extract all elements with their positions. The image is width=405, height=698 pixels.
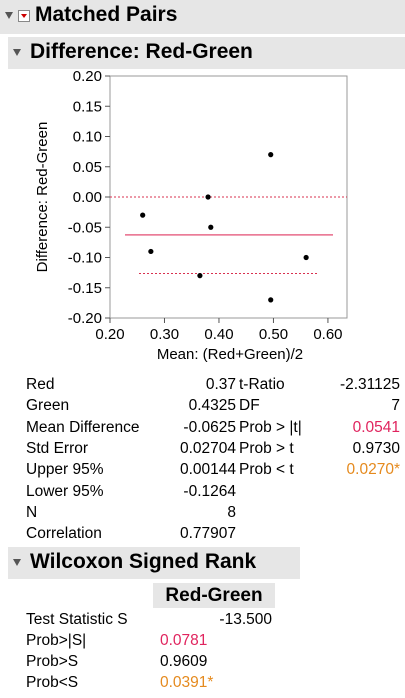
plot-section-header: Difference: Red-Green <box>8 37 405 69</box>
stat-label: Upper 95% <box>26 461 104 479</box>
stat-label: Lower 95% <box>26 482 104 500</box>
stat-label: Std Error <box>26 439 89 457</box>
x-tick-label: 0.60 <box>313 326 342 343</box>
stat-value: 0.0270* <box>346 461 400 479</box>
data-point <box>197 273 203 279</box>
data-point <box>205 194 211 200</box>
stat-value: 0.9730 <box>352 439 400 457</box>
wilcoxon-header: Wilcoxon Signed Rank <box>8 547 300 579</box>
wilcoxon-label: Test Statistic S <box>26 611 128 628</box>
stat-value: 0.02704 <box>179 439 236 457</box>
wilcoxon-title: Wilcoxon Signed Rank <box>30 550 257 573</box>
stat-value: 8 <box>227 503 236 521</box>
x-axis-label: Mean: (Red+Green)/2 <box>157 346 303 363</box>
y-axis-label: Difference: Red-Green <box>34 122 51 273</box>
x-tick-label: 0.30 <box>150 326 179 343</box>
y-tick-label: 0.20 <box>73 70 102 85</box>
stat-label: Green <box>26 397 70 415</box>
y-tick-label: 0.10 <box>73 129 102 146</box>
stat-value: 0.00144 <box>179 461 236 479</box>
stat-label: Prob < t <box>239 461 294 479</box>
y-tick-label: 0.05 <box>73 159 102 176</box>
stat-label: Prob > t <box>239 439 294 457</box>
x-tick-label: 0.40 <box>204 326 233 343</box>
disclosure-triangle-icon[interactable] <box>5 12 13 19</box>
y-tick-label: -0.20 <box>68 310 102 327</box>
y-tick-label: -0.15 <box>68 280 102 297</box>
matched-pairs-header: Matched Pairs <box>0 0 405 34</box>
stat-label: Prob > |t| <box>239 418 302 436</box>
y-tick-label: 0.15 <box>73 98 102 115</box>
stat-value: 0.0541 <box>352 418 400 436</box>
disclosure-triangle-icon[interactable] <box>13 559 21 566</box>
stat-label: Correlation <box>26 525 102 543</box>
data-point <box>208 224 214 230</box>
report-title: Matched Pairs <box>35 3 178 26</box>
wilcoxon-value: -13.500 <box>219 611 272 628</box>
data-point <box>148 248 154 255</box>
stat-label: N <box>26 503 38 521</box>
wilcoxon-column-header: Red-Green <box>153 583 275 608</box>
stat-label: Mean Difference <box>26 418 140 436</box>
stat-value: -0.0625 <box>183 418 236 436</box>
disclosure-triangle-icon[interactable] <box>13 49 21 56</box>
stat-value: 7 <box>391 397 400 415</box>
data-point <box>268 297 274 303</box>
y-tick-label: -0.10 <box>68 250 102 267</box>
plot-section-title: Difference: Red-Green <box>30 40 253 63</box>
wilcoxon-label: Prob>|S| <box>26 632 87 649</box>
difference-plot: 0.20 0.15 0.10 0.05 0.00 -0.05 -0.10 -0.15 -0.20… <box>34 70 348 363</box>
red-triangle-menu-icon[interactable] <box>18 10 30 22</box>
y-tick-label: 0.00 <box>73 189 102 206</box>
stat-value: -0.1264 <box>183 482 236 500</box>
stat-label: DF <box>239 397 260 415</box>
stat-value: 0.4325 <box>188 397 236 415</box>
wilcoxon-value: 0.0781 <box>160 632 208 649</box>
wilcoxon-label: Prob<S <box>26 674 79 691</box>
x-tick-label: 0.50 <box>259 326 288 343</box>
data-point <box>140 212 146 218</box>
x-tick-label: 0.20 <box>95 326 124 343</box>
stat-label: Red <box>26 376 55 393</box>
wilcoxon-value: 0.0391* <box>160 674 214 691</box>
wilcoxon-label: Prob>S <box>26 653 79 670</box>
y-tick-label: -0.05 <box>68 219 102 236</box>
stat-label: t-Ratio <box>239 376 285 393</box>
wilcoxon-value: 0.9609 <box>160 653 208 670</box>
stat-value: 0.37 <box>205 376 236 393</box>
stat-value: 0.77907 <box>179 525 236 543</box>
data-point <box>303 254 309 261</box>
data-point <box>268 152 274 158</box>
stat-value: -2.31125 <box>339 376 400 393</box>
